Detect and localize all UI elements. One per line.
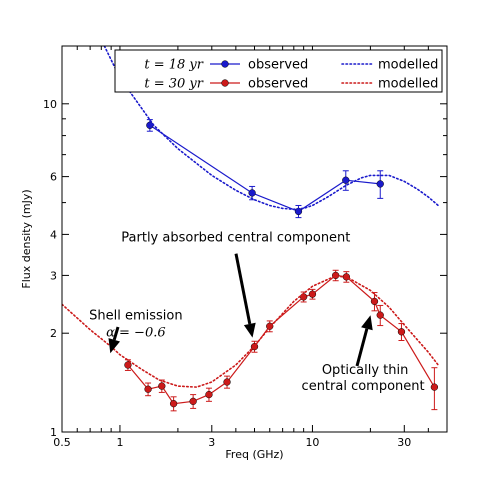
- annotation-shell-alpha: α = −0.6: [106, 326, 166, 341]
- annotation-absorbed-text: Partly absorbed central component: [121, 231, 350, 246]
- x-tick-label: 10: [305, 436, 319, 449]
- arrow-head: [361, 315, 373, 331]
- plot-content: [62, 46, 439, 412]
- legend-prefix-t18: t = 18 yr: [144, 58, 203, 73]
- data-point: [376, 311, 384, 319]
- data-point: [146, 121, 154, 129]
- data-point: [397, 328, 406, 336]
- legend-modelled-label-t18: modelled: [378, 58, 438, 73]
- data-point: [294, 207, 303, 216]
- annotation-thin: Optically thin central component: [302, 315, 425, 394]
- annotation-absorbed: Partly absorbed central component: [121, 231, 350, 338]
- legend-observed-swatch-t30: [210, 79, 240, 87]
- data-point: [223, 378, 231, 386]
- data-point: [124, 361, 132, 369]
- data-point: [332, 271, 340, 280]
- legend-prefix-t30: t = 30 yr: [144, 77, 203, 92]
- data-point: [370, 297, 379, 306]
- annotation-thin-arrow: [355, 315, 373, 367]
- legend-observed-label-t30: observed: [248, 77, 308, 92]
- y-tick-label: 10: [43, 98, 57, 111]
- arrow-shaft: [355, 328, 369, 367]
- y-tick-label: 6: [50, 171, 57, 184]
- x-axis-label: Freq (GHz): [225, 448, 283, 461]
- modelled-curve: [103, 46, 439, 211]
- legend-box: [114, 49, 443, 93]
- legend-observed-swatch-t18: [210, 60, 240, 68]
- data-point: [430, 383, 439, 391]
- x-tick-label: 1: [116, 436, 123, 449]
- modelled-curve: [62, 275, 439, 388]
- observed-line: [149, 124, 381, 213]
- data-point: [144, 385, 152, 393]
- x-tick-label: 0.5: [53, 436, 71, 449]
- annotations: Partly absorbed central component Shell …: [89, 231, 424, 394]
- legend-observed-marker: [221, 60, 229, 68]
- annotation-shell-text: Shell emission: [89, 309, 182, 324]
- data-point: [205, 390, 213, 399]
- arrow-head: [108, 338, 120, 354]
- annotation-absorbed-arrow: [234, 253, 256, 338]
- legend-modelled-label-t30: modelled: [378, 77, 438, 92]
- y-tick-label: 4: [50, 228, 57, 241]
- annotation-shell: Shell emission α = −0.6: [89, 309, 183, 354]
- data-point: [342, 176, 350, 184]
- legend-observed-marker: [221, 79, 229, 87]
- legend-observed-label-t18: observed: [248, 58, 308, 73]
- data-point: [308, 290, 317, 298]
- data-point: [248, 189, 256, 197]
- arrow-shaft: [112, 326, 120, 341]
- y-tick-label: 3: [50, 269, 57, 282]
- y-tick-label: 1: [50, 426, 57, 439]
- x-tick-label: 30: [397, 436, 411, 449]
- annotation-shell-arrow: [108, 326, 120, 354]
- data-point: [169, 400, 178, 408]
- y-tick-label: 2: [50, 327, 57, 340]
- legend-row-t30: t = 30 yr observed modelled: [144, 77, 438, 92]
- legend: t = 18 yr observed modelled t = 30 yr ob…: [114, 49, 443, 93]
- data-point: [376, 180, 384, 188]
- arrow-shaft: [234, 253, 252, 325]
- y-axis-label: Flux density (mJy): [20, 189, 33, 288]
- annotation-thin-line2: central component: [302, 379, 425, 394]
- data-point: [189, 397, 197, 405]
- legend-row-t18: t = 18 yr observed modelled: [144, 58, 438, 73]
- x-tick-label: 3: [208, 436, 215, 449]
- annotation-thin-line1: Optically thin: [322, 363, 409, 378]
- data-point: [158, 382, 166, 390]
- arrow-head: [243, 322, 256, 338]
